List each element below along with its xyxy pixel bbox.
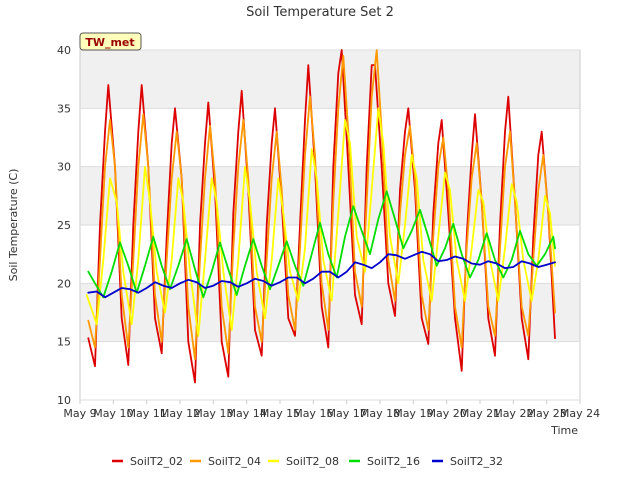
plot-band <box>80 166 580 225</box>
y-tick-label: 35 <box>57 102 71 115</box>
x-tick-label: May 11 <box>127 407 167 420</box>
series-line-soilt2_08 <box>85 107 556 337</box>
y-tick-label: 40 <box>57 44 71 57</box>
plot-band <box>80 341 580 400</box>
y-axis-ticks: 10 15 20 25 30 35 40 <box>57 44 71 407</box>
legend-item-soilt2_02: SoilT2_02 <box>112 455 183 468</box>
x-tick-label: May 14 <box>227 407 267 420</box>
x-tick-label: May 19 <box>393 407 433 420</box>
y-tick-label: 10 <box>57 394 71 407</box>
legend-item-soilt2_16: SoilT2_16 <box>349 455 420 468</box>
x-tick-label: May 10 <box>93 407 133 420</box>
y-tick-label: 20 <box>57 277 71 290</box>
legend: SoilT2_02 SoilT2_04 SoilT2_08 SoilT2_16 Soil… <box>112 455 503 468</box>
series-line-soilt2_32 <box>87 250 556 299</box>
series-line-soilt2_04 <box>87 49 556 361</box>
series-line-soilt2_16 <box>87 190 556 299</box>
legend-label: SoilT2_04 <box>208 455 261 468</box>
x-tick-label: May 16 <box>293 407 333 420</box>
x-tick-label: May 18 <box>360 407 400 420</box>
x-tick-label: May 23 <box>527 407 567 420</box>
legend-item-soilt2_08: SoilT2_08 <box>268 455 339 468</box>
x-axis-label: Time <box>550 424 578 437</box>
y-axis-label: Soil Temperature (C) <box>7 169 20 282</box>
station-label: TW_met <box>85 36 134 49</box>
x-tick-label: May 13 <box>193 407 233 420</box>
y-tick-label: 30 <box>57 161 71 174</box>
series-line-soilt2_02 <box>87 49 556 384</box>
legend-label: SoilT2_32 <box>450 455 503 468</box>
y-tick-label: 25 <box>57 219 71 232</box>
chart-title: Soil Temperature Set 2 <box>246 5 394 20</box>
x-tick-label: May 12 <box>160 407 200 420</box>
y-tick-label: 15 <box>57 336 71 349</box>
legend-label: SoilT2_08 <box>286 455 339 468</box>
x-tick-label: May 24 <box>560 407 600 420</box>
plot-band <box>80 108 580 167</box>
legend-item-soilt2_04: SoilT2_04 <box>190 455 261 468</box>
plot-band <box>80 50 580 109</box>
x-tick-label: May 21 <box>460 407 500 420</box>
x-tick-label: May 17 <box>327 407 367 420</box>
x-tick-label: May 9 <box>63 407 96 420</box>
legend-label: SoilT2_16 <box>367 455 420 468</box>
station-label-box: TW_met <box>79 32 142 51</box>
x-tick-label: May 15 <box>260 407 300 420</box>
x-tick-label: May 22 <box>493 407 533 420</box>
x-tick-label: May 20 <box>427 407 467 420</box>
legend-label: SoilT2_02 <box>130 455 183 468</box>
series-lines <box>85 49 556 384</box>
legend-item-soilt2_32: SoilT2_32 <box>432 455 503 468</box>
